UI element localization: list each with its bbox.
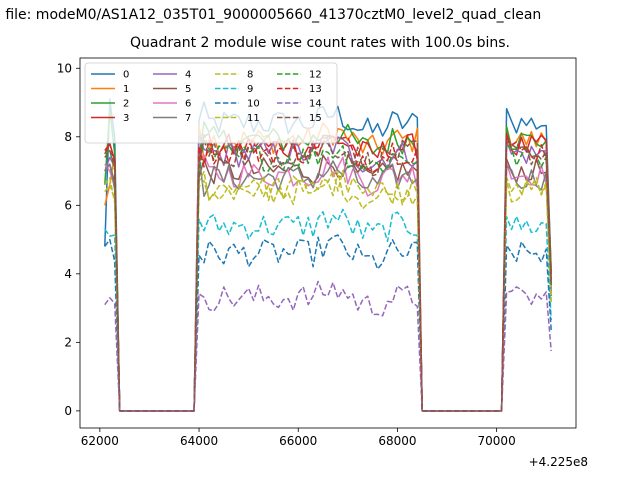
legend-label: 4 <box>185 70 191 81</box>
series-line-2 <box>104 108 552 412</box>
legend-item-12: 12 <box>277 70 322 81</box>
legend-item-11: 11 <box>215 113 260 124</box>
legend-item-15: 15 <box>277 113 322 124</box>
legend-label: 15 <box>309 113 322 124</box>
x-offset-label: +4.225e8 <box>529 455 588 469</box>
figure-file-title: h file: modeM0/AS1A12_035T01_9000005660_… <box>0 7 542 23</box>
x-tick-label: 64000 <box>180 434 218 448</box>
legend-item-0: 0 <box>91 70 129 81</box>
legend-item-10: 10 <box>215 99 260 110</box>
legend-item-8: 8 <box>215 70 253 81</box>
series-layer <box>104 98 552 412</box>
series-line-7 <box>104 154 552 412</box>
legend-label: 7 <box>185 113 191 124</box>
y-tick-label: 2 <box>64 335 72 349</box>
legend-item-3: 3 <box>91 113 129 124</box>
series-line-12 <box>104 133 552 412</box>
legend-item-2: 2 <box>91 99 129 110</box>
series-line-11 <box>104 169 552 412</box>
chart-title: Quadrant 2 module wise count rates with … <box>130 35 510 51</box>
series-line-5 <box>104 154 552 412</box>
y-tick-label: 8 <box>64 130 72 144</box>
legend-label: 8 <box>247 70 253 81</box>
legend-label: 9 <box>247 84 253 95</box>
series-line-6 <box>104 154 552 412</box>
legend-label: 14 <box>309 99 322 110</box>
legend-label: 5 <box>185 84 191 95</box>
x-tick-label: 70000 <box>478 434 516 448</box>
legend-item-1: 1 <box>91 84 129 95</box>
legend-item-4: 4 <box>153 70 191 81</box>
series-line-1 <box>104 122 552 412</box>
legend-label: 13 <box>309 84 322 95</box>
legend-label: 12 <box>309 70 322 81</box>
series-line-15 <box>104 139 552 412</box>
legend-label: 6 <box>185 99 191 110</box>
legend-label: 10 <box>247 99 260 110</box>
x-tick-label: 62000 <box>81 434 119 448</box>
legend-item-9: 9 <box>215 84 253 95</box>
y-tick-label: 4 <box>64 267 72 281</box>
y-tick-label: 6 <box>64 198 72 212</box>
series-line-10 <box>104 234 552 412</box>
series-line-13 <box>104 135 552 412</box>
legend-label: 1 <box>123 84 129 95</box>
series-line-9 <box>104 208 552 412</box>
series-line-8 <box>104 170 552 412</box>
series-line-4 <box>104 134 552 412</box>
series-line-14 <box>104 280 552 412</box>
legend-label: 0 <box>123 70 129 81</box>
legend-item-13: 13 <box>277 84 322 95</box>
legend-label: 11 <box>247 113 260 124</box>
series-line-3 <box>104 133 552 412</box>
legend-item-7: 7 <box>153 113 191 124</box>
legend-item-6: 6 <box>153 99 191 110</box>
legend-item-5: 5 <box>153 84 191 95</box>
x-tick-label: 66000 <box>279 434 317 448</box>
series-line-0 <box>104 98 552 412</box>
y-tick-label: 0 <box>64 404 72 418</box>
legend-item-14: 14 <box>277 99 322 110</box>
y-tick-label: 10 <box>57 61 72 75</box>
x-tick-label: 68000 <box>378 434 416 448</box>
legend-box <box>84 62 338 144</box>
axes-frame <box>79 57 577 429</box>
legend-label: 2 <box>123 99 129 110</box>
legend-label: 3 <box>123 113 129 124</box>
